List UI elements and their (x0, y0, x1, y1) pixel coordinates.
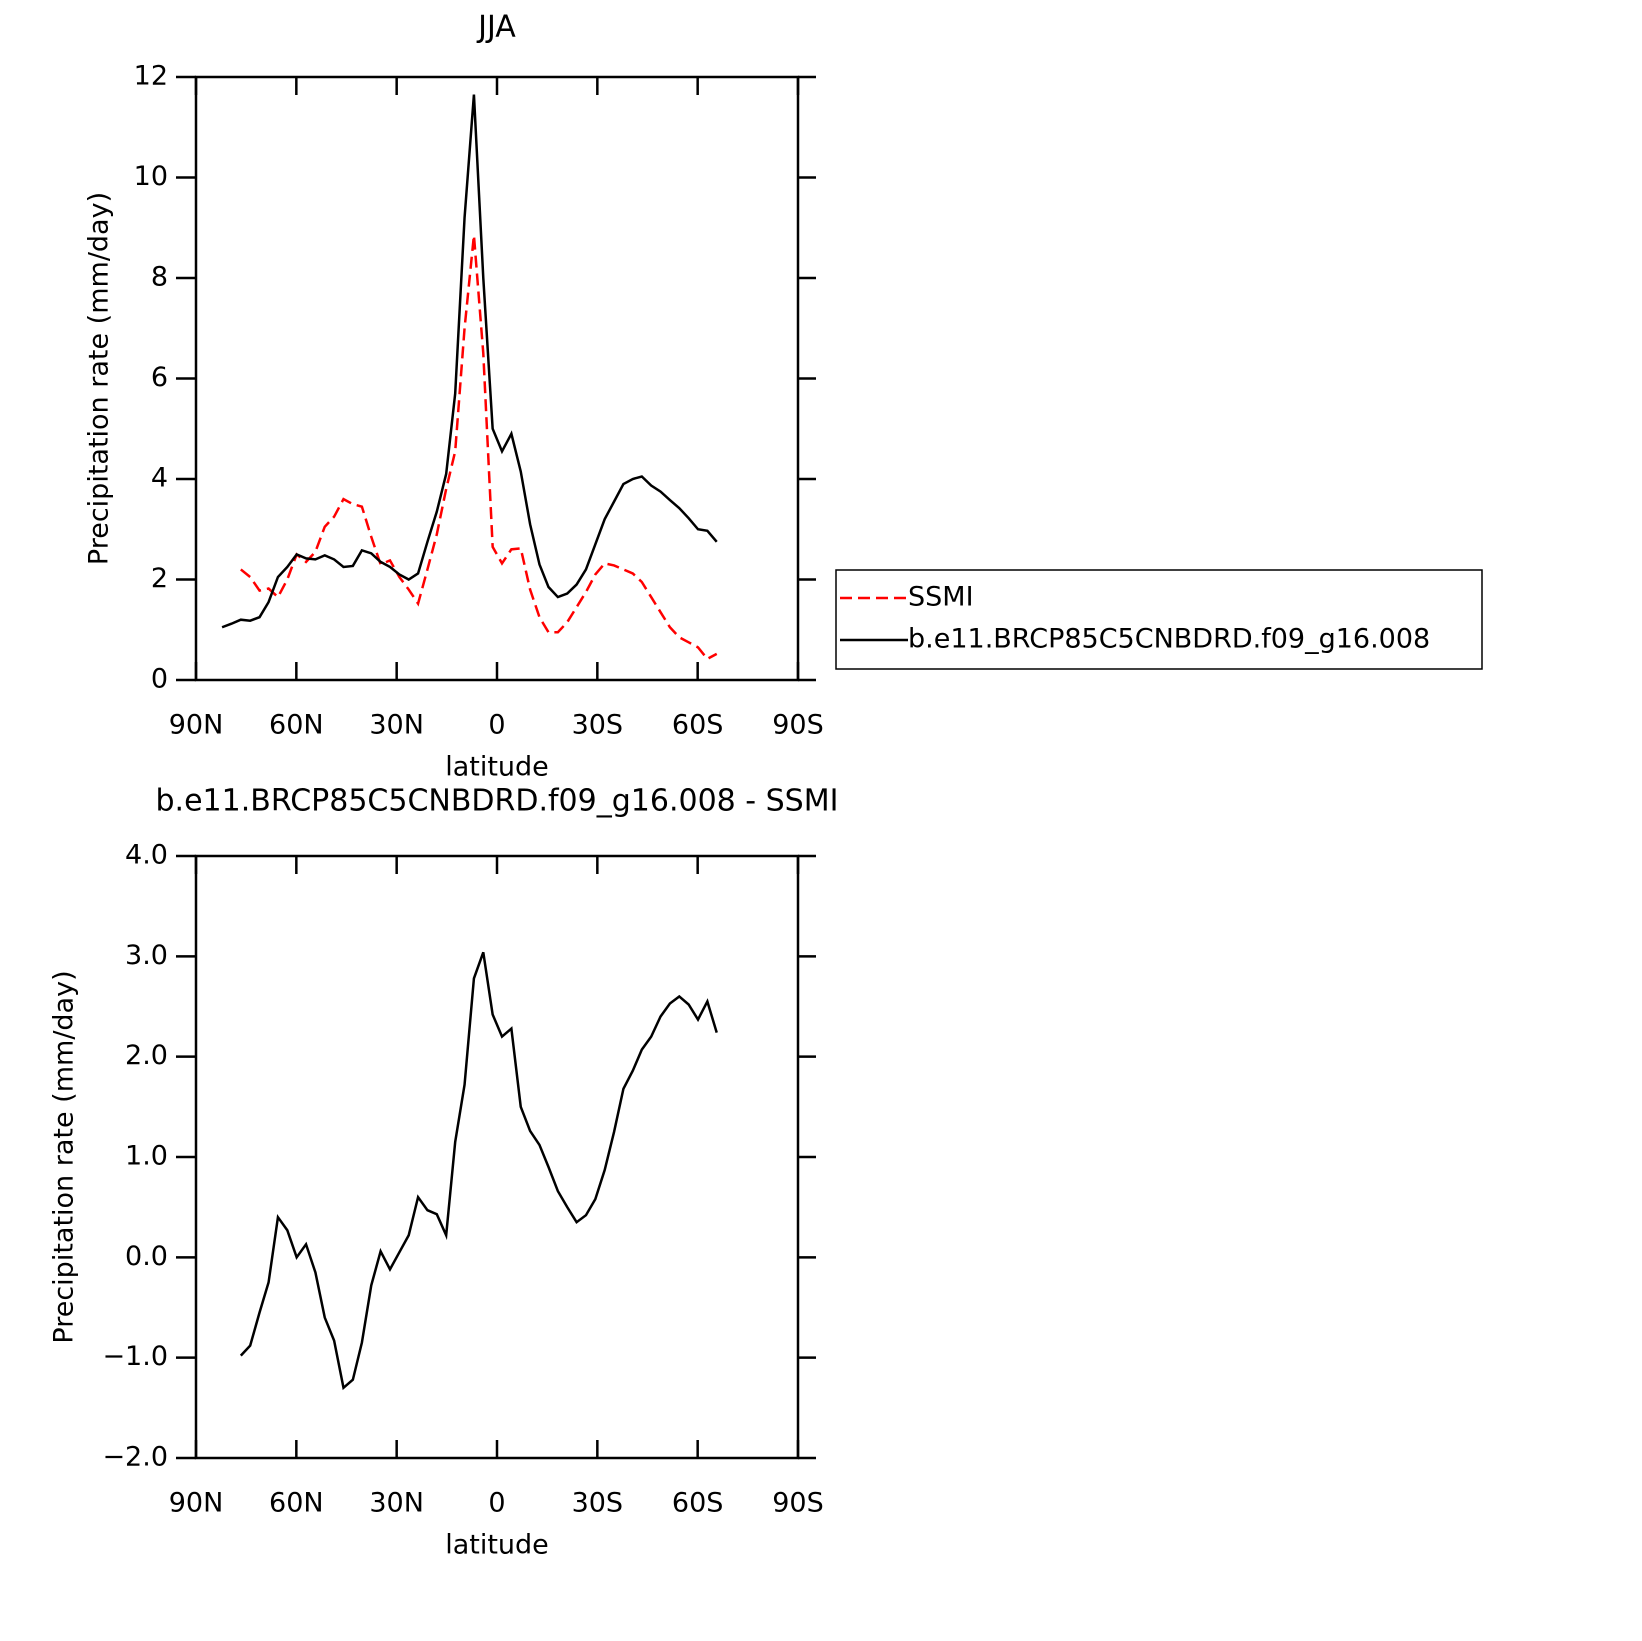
y-tick-label: −1.0 (102, 1341, 168, 1372)
y-tick-label: 6 (151, 362, 168, 393)
y-tick-label: 0 (151, 664, 168, 695)
x-tick-label: 90S (772, 710, 824, 741)
y-tick-label: 12 (134, 61, 168, 92)
legend-label: b.e11.BRCP85C5CNBDRD.f09_g16.008 (908, 624, 1430, 655)
y-tick-label: 0.0 (125, 1241, 168, 1272)
legend-label: SSMI (908, 582, 974, 613)
y-axis-label: Precipitation rate (mm/day) (49, 970, 80, 1343)
y-tick-label: −2.0 (102, 1442, 168, 1473)
plot-frame (194, 75, 800, 682)
x-tick-label: 30S (572, 1488, 624, 1519)
series-line (239, 951, 718, 1391)
x-axis-label: latitude (445, 1530, 549, 1561)
x-tick-label: 60N (269, 1488, 324, 1519)
x-axis-label: latitude (445, 752, 549, 783)
chart-title: b.e11.BRCP85C5CNBDRD.f09_g16.008 - SSMI (156, 784, 839, 819)
x-tick-label: 0 (488, 1488, 505, 1519)
y-tick-label: 4.0 (125, 840, 168, 871)
y-tick-label: 10 (134, 161, 168, 192)
x-tick-label: 60S (672, 710, 724, 741)
x-tick-label: 90N (169, 1488, 224, 1519)
x-tick-label: 60N (269, 710, 324, 741)
series-line (221, 94, 718, 629)
x-tick-label: 30N (369, 1488, 424, 1519)
y-tick-label: 2 (151, 563, 168, 594)
y-tick-label: 2.0 (125, 1040, 168, 1071)
chart-title: JJA (476, 10, 516, 45)
x-tick-label: 30N (369, 710, 424, 741)
y-axis-label: Precipitation rate (mm/day) (84, 192, 115, 565)
y-tick-label: 4 (151, 463, 168, 494)
y-tick-label: 1.0 (125, 1141, 168, 1172)
x-tick-label: 90S (772, 1488, 824, 1519)
x-tick-label: 90N (169, 710, 224, 741)
x-tick-label: 60S (672, 1488, 724, 1519)
series-line (240, 235, 718, 661)
legend-box (835, 569, 1483, 670)
y-tick-label: 3.0 (125, 940, 168, 971)
plot-frame (194, 854, 800, 1460)
y-tick-label: 8 (151, 262, 168, 293)
x-tick-label: 30S (572, 710, 624, 741)
x-tick-label: 0 (488, 710, 505, 741)
